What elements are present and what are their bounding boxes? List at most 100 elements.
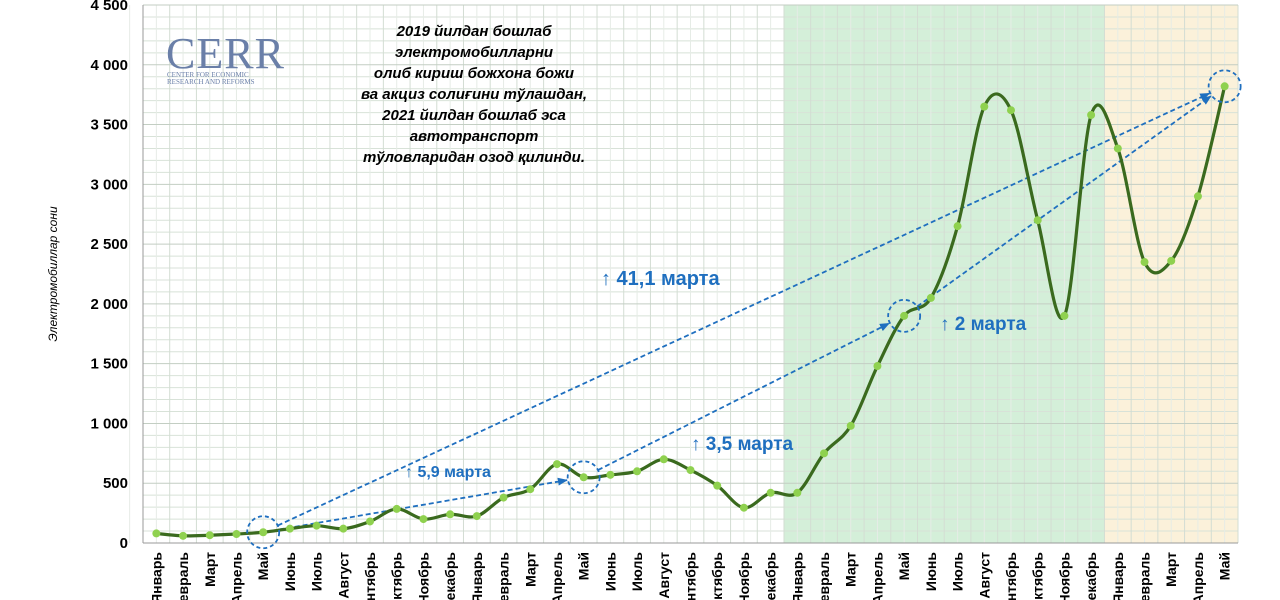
growth-label: ↑ 2 марта <box>940 314 1027 335</box>
data-point <box>392 504 401 513</box>
x-tick-label: Июль <box>629 552 645 592</box>
x-tick-label: Май <box>576 552 592 580</box>
data-point <box>419 515 428 524</box>
y-tick-label: 1 000 <box>90 415 128 432</box>
data-point <box>686 466 695 475</box>
data-point <box>579 473 588 482</box>
y-tick-label: 3 000 <box>90 176 128 193</box>
x-tick-label: Октябрь <box>389 552 405 600</box>
x-tick-label: Май <box>896 552 912 580</box>
y-tick-label: 2 000 <box>90 296 128 313</box>
data-point <box>739 503 748 512</box>
x-tick-label: Ноябрь <box>1056 552 1072 600</box>
x-tick-label: Июль <box>309 552 325 592</box>
x-tick-label: Январь <box>148 552 164 600</box>
x-tick-label: Октябрь <box>1030 552 1046 600</box>
policy-note: 2019 йилдан бошлаб электромобилларни олиб … <box>361 23 587 166</box>
x-tick-label: Апрель <box>549 552 565 600</box>
x-tick-label: Апрель <box>228 552 244 600</box>
data-point <box>633 467 642 476</box>
highlight-circle <box>1207 69 1242 104</box>
x-tick-label: Декабрь <box>763 552 779 600</box>
data-point <box>259 528 268 537</box>
x-tick-label: Январь <box>1110 552 1126 600</box>
data-point <box>820 449 829 458</box>
growth-arrow <box>277 92 1211 527</box>
data-point <box>900 311 909 320</box>
gridlines <box>129 4 1239 544</box>
growth-label: ↑ 5,9 марта <box>405 464 491 481</box>
data-point <box>1113 144 1122 153</box>
x-tick-label: Апрель <box>869 552 885 600</box>
y-tick-label: 2 500 <box>90 236 128 253</box>
data-point <box>285 524 294 533</box>
x-tick-label: Сентябрь <box>362 552 378 600</box>
data-point <box>713 481 722 490</box>
data-point <box>953 222 962 231</box>
data-point <box>1140 258 1149 267</box>
x-tick-label: Июль <box>950 552 966 592</box>
x-tick-label: Март <box>843 552 859 587</box>
data-point <box>1167 256 1176 265</box>
data-point <box>1220 82 1229 91</box>
growth-label: ↑ 3,5 марта <box>691 434 794 455</box>
x-tick-label: Декабрь <box>1083 552 1099 600</box>
x-tick-label: Август <box>976 552 992 599</box>
x-tick-label: Ноябрь <box>415 552 431 600</box>
x-tick-label: Май <box>1217 552 1233 580</box>
data-point <box>659 455 668 464</box>
data-point <box>232 530 241 539</box>
x-tick-label: Август <box>335 552 351 599</box>
x-tick-label: Июнь <box>282 552 298 591</box>
x-tick-label: Сентябрь <box>1003 552 1019 600</box>
growth-arrow <box>916 95 1212 308</box>
y-tick-label: 500 <box>103 475 128 492</box>
growth-labels: ↑ 41,1 марта ↑ 2 марта ↑ 5,9 марта ↑ 3,5 ма… <box>405 268 1027 481</box>
data-point <box>366 517 375 526</box>
y-tick-label: 4 000 <box>90 57 128 74</box>
growth-label: ↑ 41,1 марта <box>601 268 720 290</box>
axes: 0 500 1 000 1 500 2 000 2 500 3 000 3 500 4 000 4… <box>46 0 1238 600</box>
data-point <box>472 512 481 521</box>
x-tick-label: Март <box>202 552 218 587</box>
highlight-circle <box>566 460 601 495</box>
x-tick-label: Ноябрь <box>736 552 752 600</box>
growth-arrow <box>278 477 568 531</box>
data-point <box>1193 192 1202 201</box>
y-tick-label: 0 <box>120 535 128 552</box>
x-tick-label: Март <box>1163 552 1179 587</box>
x-tick-label: Январь <box>789 552 805 600</box>
data-point <box>339 524 348 533</box>
logo-wordmark: CERR <box>166 29 285 78</box>
data-point <box>552 460 561 469</box>
data-point <box>1087 110 1096 119</box>
data-point <box>793 488 802 497</box>
x-tick-label: Июнь <box>602 552 618 591</box>
x-tick-label: Март <box>522 552 538 587</box>
policy-note-line: 2019 йилдан бошлаб <box>396 23 552 40</box>
data-point <box>205 531 214 540</box>
data-point <box>606 470 615 479</box>
policy-note-line: электромобилларни <box>395 44 553 61</box>
x-tick-label: Июнь <box>923 552 939 591</box>
data-point <box>526 485 535 494</box>
y-tick-label: 4 500 <box>90 0 128 14</box>
x-tick-label: Апрель <box>1190 552 1206 600</box>
data-point <box>766 488 775 497</box>
x-tick-label: Февраль <box>175 552 191 600</box>
policy-note-line: тўловларидан озод қилинди. <box>363 149 585 166</box>
x-tick-label: Февраль <box>1137 552 1153 600</box>
data-point <box>846 421 855 430</box>
y-axis-label: Электромобиллар сони <box>46 206 60 342</box>
series-points <box>152 82 1229 540</box>
data-point <box>980 102 989 111</box>
x-tick-label: Май <box>255 552 271 580</box>
y-tick-label: 1 500 <box>90 356 128 373</box>
policy-note-line: олиб кириш божхона божи <box>374 65 574 82</box>
data-point <box>152 529 161 538</box>
policy-note-line: 2021 йилдан бошлаб эса <box>381 107 566 124</box>
data-point <box>1033 216 1042 225</box>
logo-subtitle-line1: CENTER FOR ECONOMIC <box>167 71 249 79</box>
